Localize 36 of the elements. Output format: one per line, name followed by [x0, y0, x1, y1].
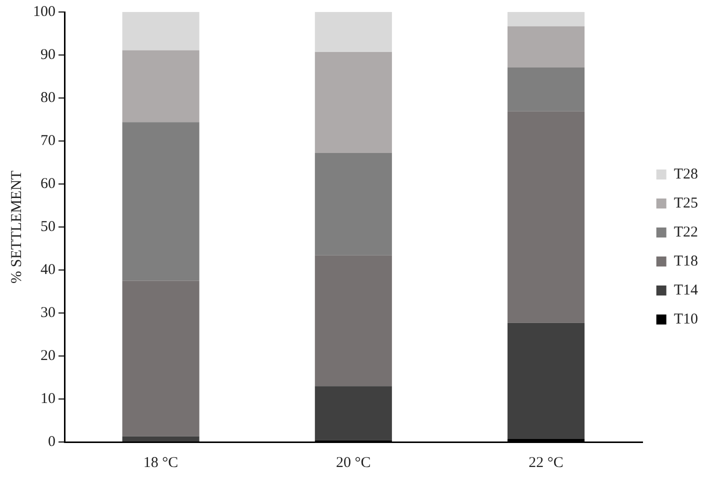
x-tick-label: 22 °C: [528, 454, 564, 471]
bar: [314, 386, 392, 440]
bar: [122, 12, 200, 50]
bar: [508, 111, 585, 323]
legend-label: T25: [674, 195, 698, 212]
bar: [508, 12, 585, 26]
legend-label: T18: [674, 253, 698, 270]
y-tick-label: 40: [40, 262, 56, 278]
bar: [314, 12, 392, 52]
y-tick-label: 70: [40, 132, 56, 149]
bar: [314, 153, 392, 256]
x-tick-label: 20 °C: [336, 454, 371, 471]
bar: [508, 322, 585, 439]
y-tick-label: 80: [40, 90, 56, 106]
y-tick-label: 50: [40, 218, 56, 235]
bar: [122, 122, 200, 281]
x-tick-label: 18 °C: [143, 454, 178, 471]
bar: [122, 436, 200, 442]
y-tick-label: 90: [40, 46, 56, 63]
bar: [508, 67, 585, 112]
legend-label: T28: [674, 166, 698, 182]
y-tick-label: 10: [40, 390, 56, 407]
bar: [508, 26, 585, 68]
y-tick-label: 60: [40, 176, 56, 192]
bar: [122, 50, 200, 122]
y-tick-label: 100: [33, 4, 56, 20]
legend-label: T14: [674, 282, 698, 298]
y-tick-label: 0: [48, 434, 56, 450]
legend-label: T10: [674, 311, 698, 328]
y-axis-title: % SETTLEMENT: [8, 170, 25, 284]
bar: [314, 255, 392, 386]
y-tick-label: 30: [40, 304, 56, 321]
legend-label: T22: [674, 224, 698, 240]
bar: [314, 52, 392, 154]
bar: [122, 280, 200, 436]
y-tick-label: 20: [40, 348, 56, 364]
